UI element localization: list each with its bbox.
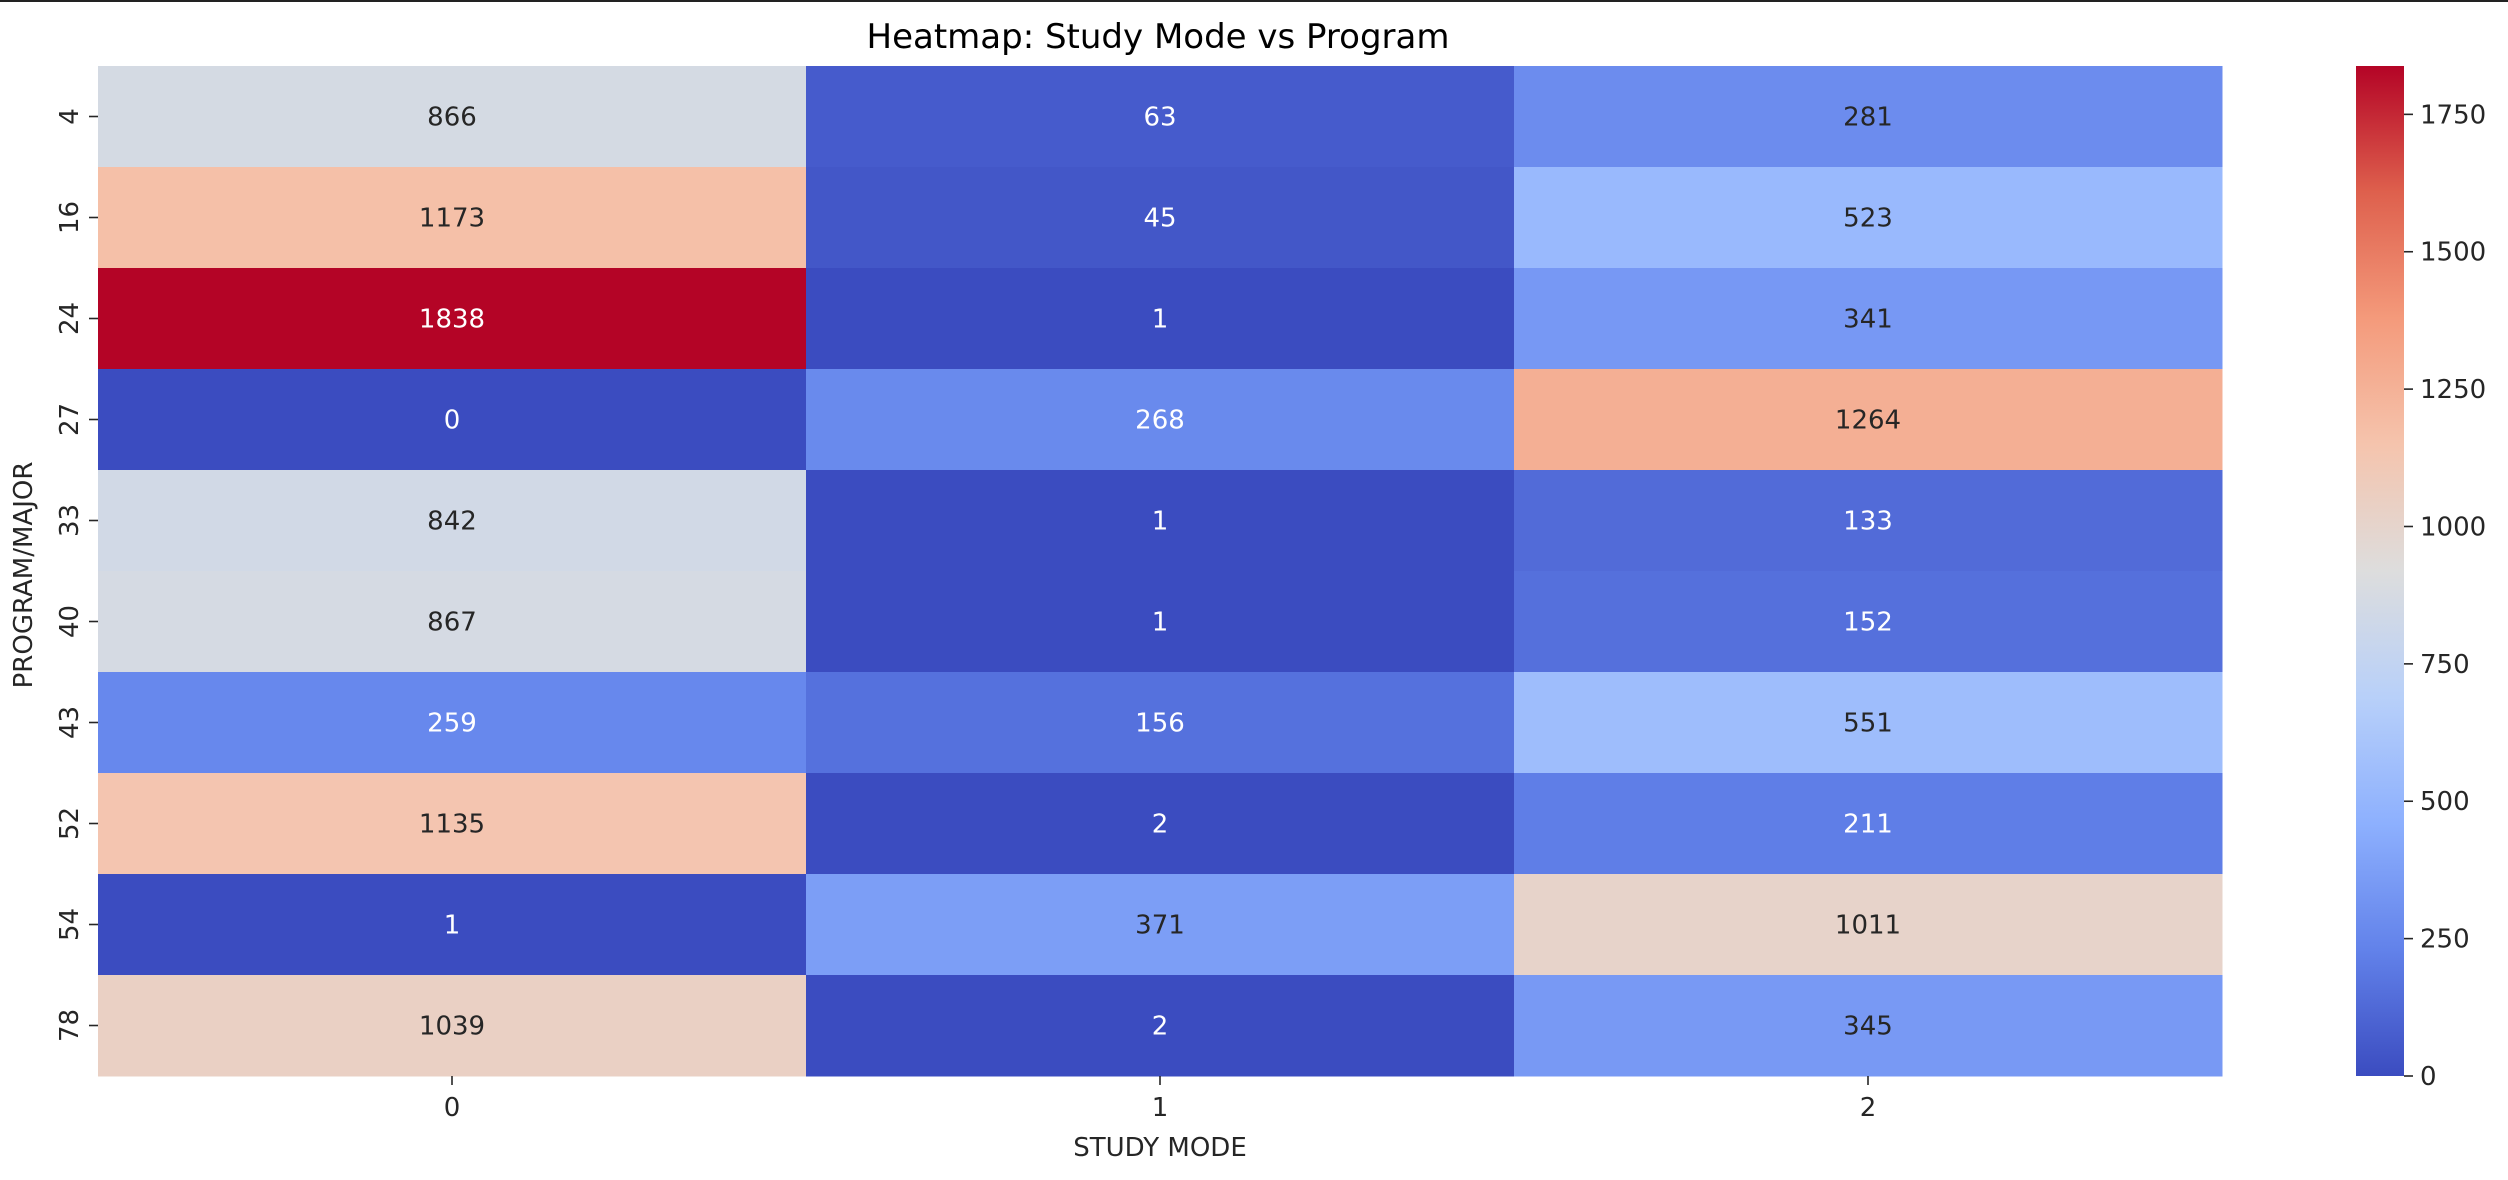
cell-value-label: 551 — [1843, 709, 1893, 739]
y-tick-label: 16 — [55, 201, 85, 234]
cell-value-label: 259 — [427, 709, 477, 739]
x-tick-label: 0 — [444, 1093, 461, 1123]
heatmap-cell — [1514, 773, 2223, 875]
cell-value-label: 281 — [1843, 103, 1893, 133]
heatmap-cell — [806, 773, 1515, 875]
heatmap-cell — [1514, 66, 2223, 168]
chart-title: Heatmap: Study Mode vs Program — [867, 17, 1450, 57]
heatmap-cell — [98, 167, 807, 269]
y-tick-label: 78 — [55, 1009, 85, 1042]
y-axis-label: PROGRAM/MAJOR — [9, 462, 39, 689]
heatmap-cell — [98, 268, 807, 370]
x-tick-label: 2 — [1860, 1093, 1877, 1123]
cell-value-label: 1011 — [1835, 911, 1901, 941]
colorbar-tick-label: 1500 — [2420, 238, 2486, 268]
heatmap-cell — [98, 672, 807, 774]
heatmap-cell — [98, 571, 807, 673]
heatmap-cells: 866 63 281 1173 45 523 1838 1 341 0 268 1264 842 1 133… — [98, 66, 2223, 1077]
cell-value-label: 842 — [427, 507, 477, 537]
colorbar-ticks: 0 250 500 750 1000 1250 1500 1750 — [2404, 100, 2486, 1092]
heatmap-cell — [806, 470, 1515, 572]
y-tick-label: 24 — [55, 302, 85, 335]
heatmap-cell — [1514, 369, 2223, 471]
cell-value-label: 345 — [1843, 1012, 1893, 1042]
y-tick-label: 33 — [55, 504, 85, 537]
cell-value-label: 156 — [1135, 709, 1185, 739]
cell-value-label: 1039 — [419, 1012, 485, 1042]
cell-value-label: 866 — [427, 103, 477, 133]
x-axis-label: STUDY MODE — [1073, 1133, 1247, 1163]
cell-value-label: 1 — [444, 911, 461, 941]
cell-value-label: 1173 — [419, 204, 485, 234]
heatmap-cell — [1514, 470, 2223, 572]
heatmap-cell — [806, 975, 1515, 1077]
cell-value-label: 2 — [1152, 1012, 1169, 1042]
cell-value-label: 2 — [1152, 810, 1169, 840]
y-tick-label: 54 — [55, 908, 85, 941]
cell-value-label: 867 — [427, 608, 477, 638]
heatmap-cell — [1514, 975, 2223, 1077]
heatmap-cell — [1514, 874, 2223, 976]
top-border — [0, 0, 2508, 2]
heatmap-cell — [806, 571, 1515, 673]
cell-value-label: 133 — [1843, 507, 1893, 537]
y-tick-label: 27 — [55, 403, 85, 436]
y-tick-label: 43 — [55, 706, 85, 739]
cell-value-label: 1135 — [419, 810, 485, 840]
colorbar-tick-label: 0 — [2420, 1062, 2437, 1092]
colorbar-gradient — [2356, 66, 2404, 1076]
y-tick-label: 40 — [55, 605, 85, 638]
heatmap-cell — [806, 369, 1515, 471]
heatmap-cell — [1514, 167, 2223, 269]
x-tick-label: 1 — [1152, 1093, 1169, 1123]
colorbar-tick-label: 750 — [2420, 650, 2470, 680]
cell-value-label: 63 — [1143, 103, 1176, 133]
cell-value-label: 45 — [1143, 204, 1176, 234]
cell-value-label: 1 — [1152, 305, 1169, 335]
colorbar-tick-label: 500 — [2420, 787, 2470, 817]
heatmap-cell — [98, 874, 807, 976]
y-axis-ticks: 4 16 24 27 33 40 43 52 54 78 — [55, 108, 98, 1042]
cell-value-label: 341 — [1843, 305, 1893, 335]
colorbar-tick-label: 1750 — [2420, 100, 2486, 130]
colorbar-tick-label: 1250 — [2420, 375, 2486, 405]
cell-value-label: 1838 — [419, 305, 485, 335]
cell-value-label: 211 — [1843, 810, 1893, 840]
heatmap-cell — [98, 369, 807, 471]
cell-value-label: 268 — [1135, 406, 1185, 436]
heatmap-cell — [806, 672, 1515, 774]
heatmap-cell — [1514, 571, 2223, 673]
colorbar: 0 250 500 750 1000 1250 1500 1750 — [2356, 66, 2486, 1092]
cell-value-label: 523 — [1843, 204, 1893, 234]
heatmap-cell — [1514, 672, 2223, 774]
heatmap-cell — [1514, 268, 2223, 370]
cell-value-label: 1 — [1152, 507, 1169, 537]
x-axis-ticks: 0 1 2 — [444, 1076, 1877, 1123]
heatmap-cell — [806, 268, 1515, 370]
cell-value-label: 0 — [444, 406, 461, 436]
heatmap-cell — [806, 66, 1515, 168]
colorbar-tick-label: 1000 — [2420, 512, 2486, 542]
y-tick-label: 52 — [55, 807, 85, 840]
heatmap-cell — [98, 470, 807, 572]
y-tick-label: 4 — [55, 108, 85, 125]
heatmap-cell — [98, 773, 807, 875]
heatmap-cell — [98, 66, 807, 168]
cell-value-label: 1 — [1152, 608, 1169, 638]
colorbar-tick-label: 250 — [2420, 925, 2470, 955]
heatmap-cell — [98, 975, 807, 1077]
heatmap-cell — [806, 874, 1515, 976]
heatmap-cell — [806, 167, 1515, 269]
cell-value-label: 152 — [1843, 608, 1893, 638]
cell-value-label: 1264 — [1835, 406, 1901, 436]
cell-value-label: 371 — [1135, 911, 1185, 941]
